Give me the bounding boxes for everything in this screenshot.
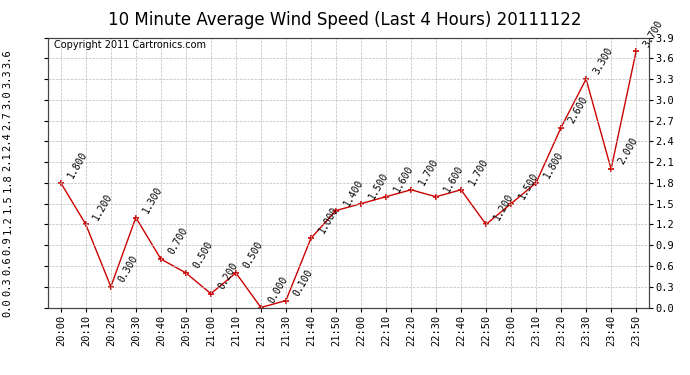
Text: 0.6: 0.6 bbox=[2, 256, 12, 275]
Text: 2.600: 2.600 bbox=[566, 94, 590, 125]
Text: 0.500: 0.500 bbox=[191, 240, 215, 270]
Text: 1.400: 1.400 bbox=[342, 177, 365, 208]
Text: 1.8: 1.8 bbox=[2, 174, 12, 192]
Text: 1.000: 1.000 bbox=[317, 205, 340, 236]
Text: 2.7: 2.7 bbox=[2, 111, 12, 130]
Text: 2.4: 2.4 bbox=[2, 132, 12, 151]
Text: 1.800: 1.800 bbox=[66, 150, 90, 180]
Text: 1.300: 1.300 bbox=[141, 184, 165, 215]
Text: 0.200: 0.200 bbox=[217, 260, 240, 291]
Text: 1.500: 1.500 bbox=[517, 170, 540, 201]
Text: 1.800: 1.800 bbox=[542, 150, 565, 180]
Text: 0.500: 0.500 bbox=[241, 240, 265, 270]
Text: 3.300: 3.300 bbox=[591, 46, 615, 76]
Text: 1.5: 1.5 bbox=[2, 194, 12, 213]
Text: 0.0: 0.0 bbox=[2, 298, 12, 317]
Text: 3.6: 3.6 bbox=[2, 49, 12, 68]
Text: 1.700: 1.700 bbox=[466, 157, 490, 187]
Text: 1.600: 1.600 bbox=[391, 164, 415, 194]
Text: 0.700: 0.700 bbox=[166, 226, 190, 256]
Text: 1.200: 1.200 bbox=[491, 191, 515, 222]
Text: 1.600: 1.600 bbox=[442, 164, 465, 194]
Text: 3.700: 3.700 bbox=[642, 18, 665, 49]
Text: 1.200: 1.200 bbox=[91, 191, 115, 222]
Text: 1.700: 1.700 bbox=[417, 157, 440, 187]
Text: 0.3: 0.3 bbox=[2, 278, 12, 296]
Text: 1.2: 1.2 bbox=[2, 215, 12, 234]
Text: 0.9: 0.9 bbox=[2, 236, 12, 255]
Text: 0.000: 0.000 bbox=[266, 274, 290, 305]
Text: 2.1: 2.1 bbox=[2, 153, 12, 171]
Text: 0.300: 0.300 bbox=[117, 254, 140, 284]
Text: 0.100: 0.100 bbox=[291, 267, 315, 298]
Text: 1.500: 1.500 bbox=[366, 170, 390, 201]
Text: Copyright 2011 Cartronics.com: Copyright 2011 Cartronics.com bbox=[55, 40, 206, 50]
Text: 10 Minute Average Wind Speed (Last 4 Hours) 20111122: 10 Minute Average Wind Speed (Last 4 Hou… bbox=[108, 11, 582, 29]
Text: 3.3: 3.3 bbox=[2, 70, 12, 88]
Text: 2.000: 2.000 bbox=[617, 136, 640, 166]
Text: 3.0: 3.0 bbox=[2, 90, 12, 109]
